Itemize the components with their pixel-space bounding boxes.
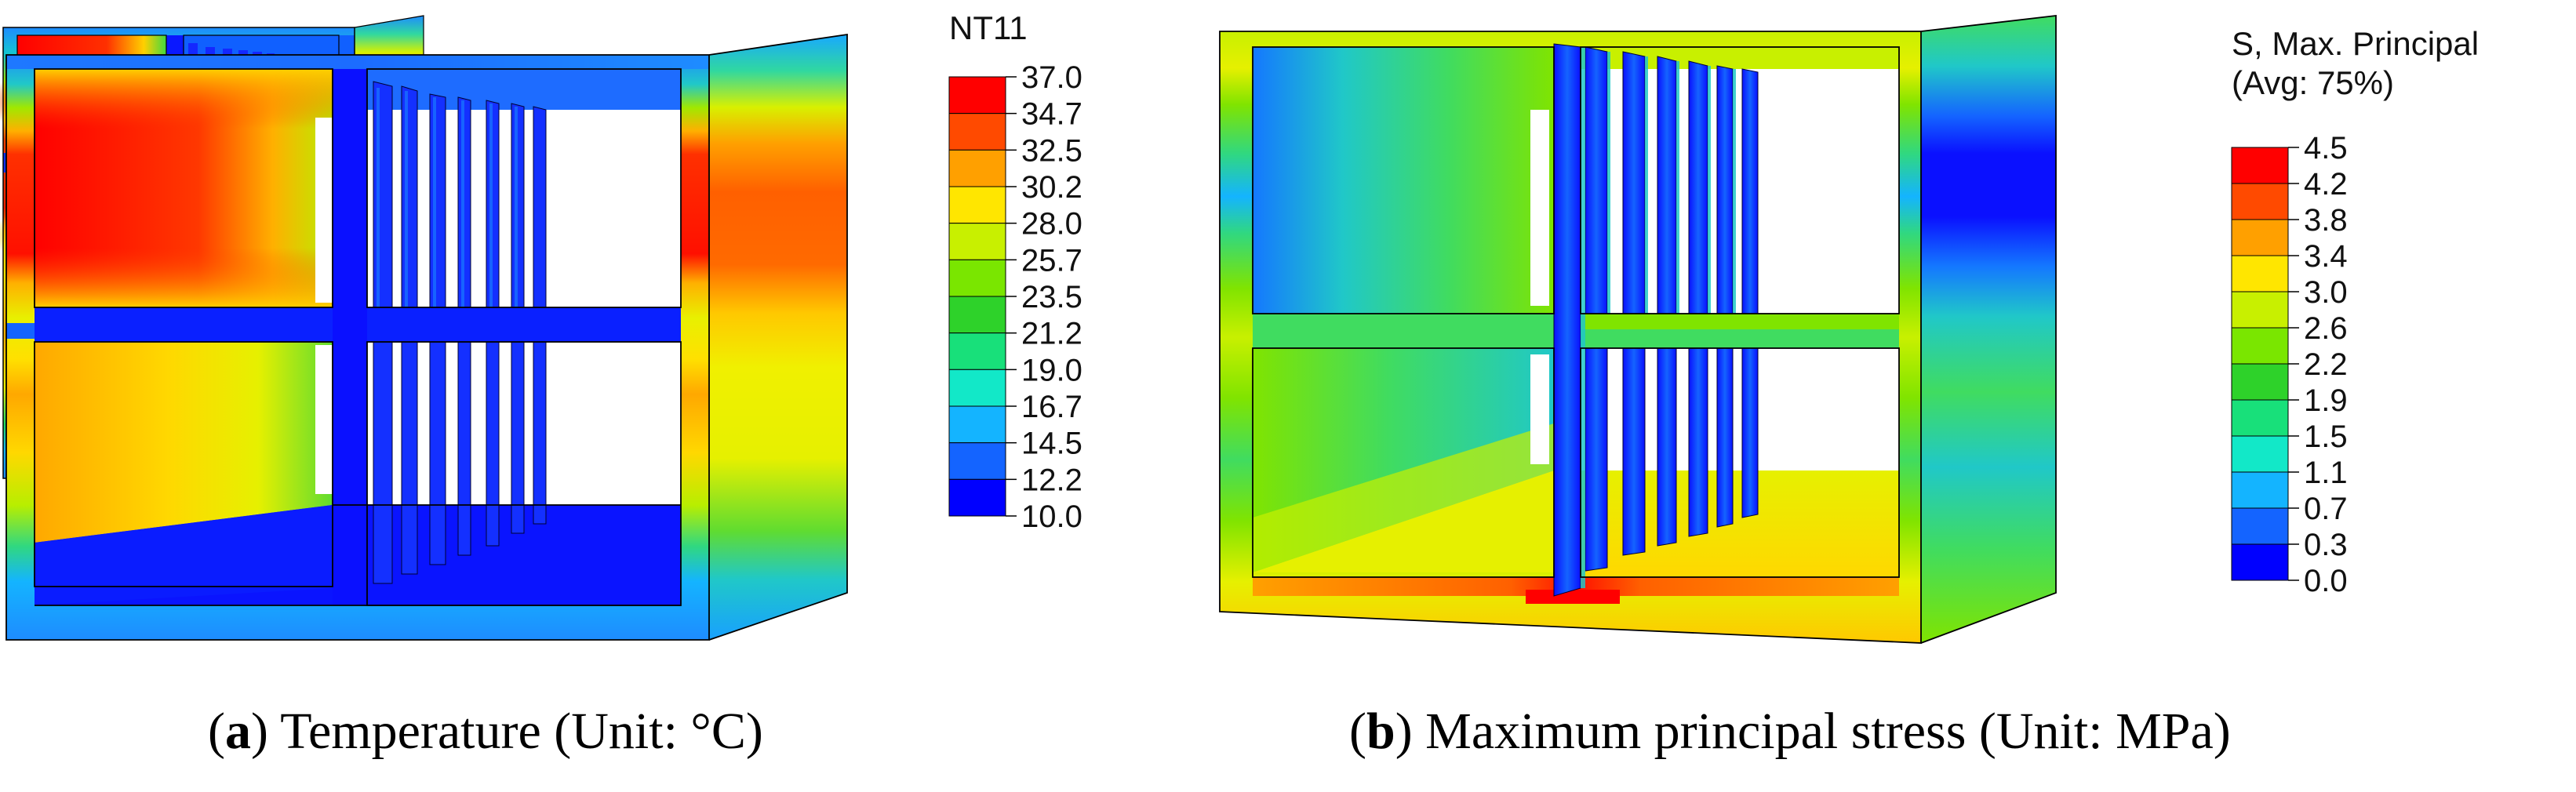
- legend-band: [948, 405, 1006, 444]
- legend-tick-label: 34.7: [1021, 97, 1082, 132]
- legend-band: [948, 76, 1006, 114]
- inner-wall-upper-shade: [35, 69, 333, 307]
- legend-tick-label: 2.2: [2304, 347, 2348, 382]
- panel-b-legend: S, Max. Principal (Avg: 75%) 4.54.23.83.…: [2231, 25, 2479, 598]
- legend-tick-label: 21.2: [1021, 317, 1082, 351]
- legend-title-line2: (Avg: 75%): [2232, 64, 2394, 101]
- legend-band: [948, 259, 1006, 297]
- legend-band: [2231, 327, 2289, 365]
- ceiling-band: [1554, 47, 1899, 69]
- model-outline: [1219, 14, 2057, 644]
- legend-band: [948, 113, 1006, 151]
- opening-upper-right: [549, 110, 681, 307]
- legend-band: [2231, 363, 2289, 401]
- legend-band: [948, 223, 1006, 260]
- legend-tick-label: 25.7: [1021, 243, 1082, 278]
- legend-tick-label: 12.2: [1021, 463, 1082, 497]
- legend-band: [2231, 255, 2289, 292]
- legend-tick-label: 28.0: [1021, 207, 1082, 242]
- legend-tick-label: 23.5: [1021, 280, 1082, 314]
- legend-tick-label: 16.7: [1021, 390, 1082, 424]
- legend-band: [2231, 291, 2289, 329]
- legend-band: [2231, 399, 2289, 437]
- opening-lower-right: [1774, 348, 1899, 470]
- legend-tick-label: 4.2: [2304, 167, 2348, 202]
- legend-tick-label: 1.1: [2304, 456, 2348, 490]
- shell-top-edge: [6, 55, 709, 69]
- legend-tick-label: 4.5: [2304, 131, 2348, 165]
- inner-wall-lower: [35, 342, 333, 543]
- legend-title-line1: S, Max. Principal: [2232, 25, 2479, 62]
- opening-lower-left-slot: [1530, 354, 1549, 464]
- inner-wall-upper: [1253, 47, 1554, 314]
- legend-title: NT11: [949, 9, 1028, 46]
- legend-band: [948, 186, 1006, 224]
- caption-a: (a) Temperature (Unit: °C): [208, 703, 763, 760]
- legend-tick-label: 3.0: [2304, 275, 2348, 310]
- legend-tick-label: 32.5: [1021, 133, 1082, 168]
- legend-band: [2231, 471, 2289, 509]
- legend-band: [2231, 219, 2289, 256]
- mid-slab-upper: [1581, 314, 1899, 329]
- legend-tick-label: 37.0: [1021, 60, 1082, 95]
- ceiling-band: [333, 69, 681, 110]
- opening-upper-left-slot: [1530, 110, 1549, 306]
- legend-tick-label: 0.3: [2304, 528, 2348, 562]
- legend-tick-label: 1.5: [2304, 420, 2348, 454]
- legend-band: [948, 369, 1006, 407]
- central-column: [333, 69, 367, 605]
- floor-slab-shadow: [35, 505, 333, 605]
- legend-tick-label: 10.0: [1021, 500, 1082, 534]
- caption-b-letter: b: [1366, 703, 1395, 760]
- legend-tick-label: 19.0: [1021, 353, 1082, 387]
- bottom-hotspot: [1526, 590, 1620, 604]
- legend-band: [2231, 507, 2289, 545]
- legend-band: [948, 149, 1006, 187]
- legend-band: [2231, 147, 2289, 184]
- shell-side-face: [1921, 16, 2056, 643]
- caption-b: (b) Maximum principal stress (Unit: MPa): [1349, 703, 2231, 760]
- legend-tick-label: 3.8: [2304, 203, 2348, 238]
- shell-side-face: [709, 35, 847, 640]
- legend-band: [948, 442, 1006, 480]
- opening-lower-left-slot: [315, 345, 333, 494]
- blade-edge-stripes: [1581, 47, 1736, 588]
- opening-upper-right: [1774, 69, 1899, 312]
- panel-b-model: [1219, 14, 2057, 644]
- legend-band: [948, 478, 1006, 517]
- legend-tick-label: 30.2: [1021, 170, 1082, 205]
- legend-band: [2231, 543, 2289, 581]
- opening-lower-right: [549, 342, 681, 499]
- mid-slab-edge: [6, 323, 35, 339]
- panel-a-model: [5, 33, 848, 641]
- blade-highlights: [377, 88, 518, 307]
- legend-tick-label: 0.0: [2304, 564, 2348, 598]
- caption-a-letter: a: [224, 703, 251, 760]
- legend-tick-label: 1.9: [2304, 383, 2348, 418]
- opening-upper-left-slot: [315, 118, 333, 303]
- panel-a-legend: NT11 37.034.732.530.228.025.723.521.219.…: [948, 9, 1082, 534]
- legend-tick-label: 2.6: [2304, 311, 2348, 346]
- legend-tick-label: 14.5: [1021, 427, 1082, 461]
- legend-band: [948, 332, 1006, 370]
- legend-band: [2231, 435, 2289, 473]
- inner-floor-left-2: [1253, 423, 1554, 572]
- partition-blades: [1553, 43, 1759, 597]
- model-outline: [5, 33, 848, 641]
- legend-band: [948, 296, 1006, 334]
- legend-tick-label: 0.7: [2304, 492, 2348, 526]
- legend-band: [2231, 183, 2289, 220]
- legend-tick-label: 3.4: [2304, 239, 2348, 274]
